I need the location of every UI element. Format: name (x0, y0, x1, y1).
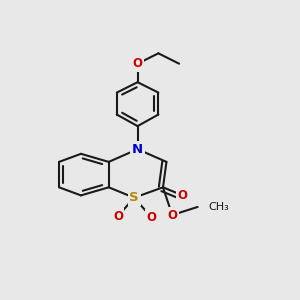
Text: N: N (132, 143, 143, 156)
Text: O: O (178, 189, 188, 202)
Text: O: O (146, 211, 156, 224)
Text: CH₃: CH₃ (208, 202, 229, 212)
Text: O: O (133, 57, 142, 70)
Text: O: O (167, 208, 177, 221)
Text: S: S (129, 191, 139, 204)
Text: O: O (113, 210, 123, 223)
